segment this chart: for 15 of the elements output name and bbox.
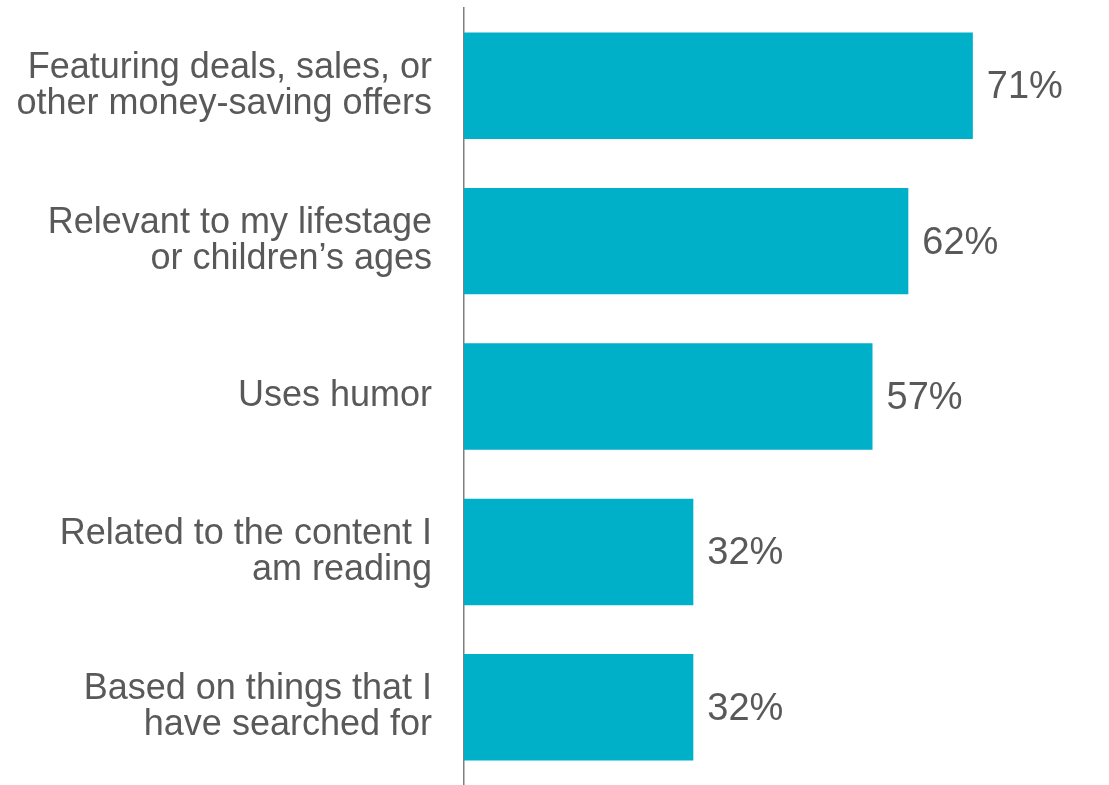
y-tick-label: Related to the content I am reading: [59, 510, 432, 588]
bar: [464, 498, 694, 606]
y-tick-label: Based on things that I have searched for: [83, 666, 432, 744]
y-tick-label: Featuring deals, sales, or other money-saving offers: [16, 44, 432, 122]
bar: [464, 32, 973, 139]
y-tick-label: Relevant to my lifestage or children’s ages: [47, 200, 432, 278]
data-label: 62%: [922, 219, 999, 262]
data-label: 71%: [986, 64, 1063, 107]
data-label: 57%: [886, 374, 963, 417]
data-label: 32%: [707, 685, 784, 728]
bar: [464, 343, 873, 450]
bar: [464, 187, 909, 295]
data-label: 32%: [707, 530, 784, 573]
y-tick-label: Uses humor: [237, 373, 433, 415]
bar: [464, 654, 694, 761]
